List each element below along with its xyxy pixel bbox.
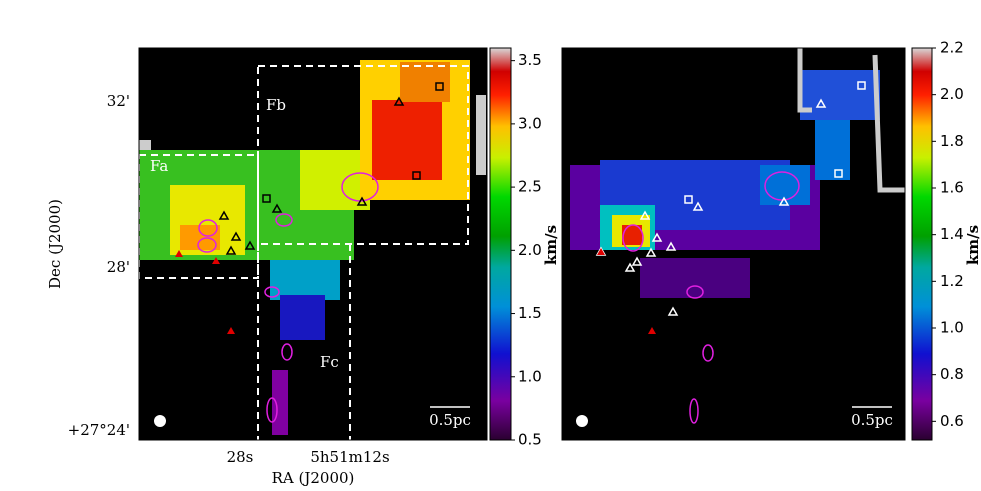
colorbar-tick-label: 1.2: [940, 272, 964, 290]
y-axis-label: Dec (J2000): [46, 199, 64, 289]
colorbar-tick-label: 0.5: [518, 431, 542, 449]
colorbar-tick-label: 1.0: [940, 319, 964, 337]
y-tick-label: 28': [107, 258, 130, 276]
colorbar: [911, 47, 933, 441]
scale-bar-label: 0.5pc: [429, 411, 471, 429]
colorbar-tick-label: 0.6: [940, 412, 964, 430]
colorbar-tick-label: 2.0: [940, 85, 964, 103]
colorbar-label: km/s: [542, 225, 560, 265]
map-right: [561, 47, 906, 441]
region-label: Fb: [266, 96, 286, 114]
map-left: [138, 47, 488, 441]
x-axis-label: RA (J2000): [272, 469, 355, 487]
colorbar-tick-label: 1.6: [940, 179, 964, 197]
colorbar: [489, 47, 512, 441]
y-tick-label: +27°24': [68, 421, 130, 439]
colorbar-tick-label: 2.5: [518, 178, 542, 196]
colorbar-tick-label: 3.0: [518, 114, 542, 132]
region-label: Fa: [150, 157, 168, 175]
colorbar-tick-label: 2.2: [940, 39, 964, 57]
x-tick-label: 28s: [227, 448, 254, 466]
colorbar-tick-label: 2.0: [518, 241, 542, 259]
colorbar-tick-label: 0.8: [940, 365, 964, 383]
y-tick-label: 32': [107, 92, 130, 110]
scale-bar-label: 0.5pc: [851, 411, 893, 429]
region-label: Fc: [320, 353, 339, 371]
x-tick-label: 5h51m12s: [310, 448, 389, 466]
colorbar-tick-label: 3.5: [518, 51, 542, 69]
colorbar-tick-label: 1.4: [940, 225, 964, 243]
colorbar-tick-label: 1.5: [518, 304, 542, 322]
colorbar-tick-label: 1.8: [940, 132, 964, 150]
colorbar-tick-label: 1.0: [518, 367, 542, 385]
colorbar-label: km/s: [964, 225, 981, 265]
